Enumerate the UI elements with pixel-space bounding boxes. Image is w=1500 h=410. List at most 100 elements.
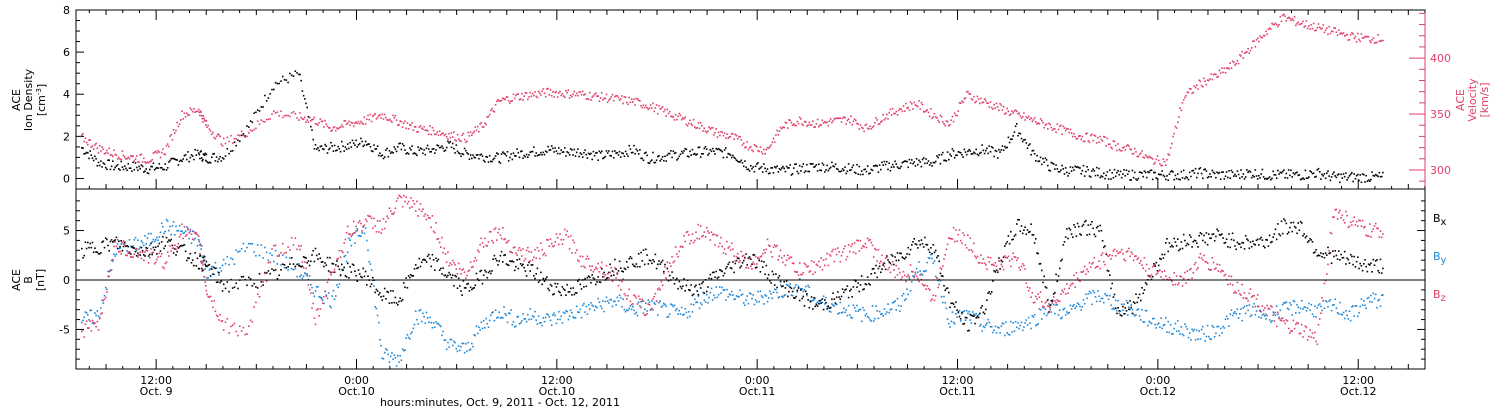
by-point [107, 270, 109, 273]
by-point [1244, 312, 1247, 315]
bz-point [542, 253, 545, 256]
by-point [395, 365, 398, 367]
bx-point [1188, 234, 1191, 236]
bz-point [626, 298, 628, 300]
ion-density-point [733, 156, 735, 159]
bx-point [1240, 246, 1242, 249]
ion-density-point [414, 153, 417, 155]
bx-point [856, 286, 858, 288]
bz-point [154, 261, 157, 263]
by-point [401, 348, 404, 350]
by-point [695, 301, 697, 304]
by-point [366, 239, 368, 242]
bx-point [1361, 269, 1364, 272]
by-point [974, 314, 976, 316]
by-point [436, 322, 438, 325]
velocity-point [386, 119, 388, 121]
velocity-point [977, 98, 980, 100]
by-point [1218, 334, 1221, 337]
by-point [1227, 318, 1229, 320]
bx-point [1023, 229, 1025, 231]
velocity-point [621, 95, 623, 97]
ion-density-point [1286, 177, 1289, 179]
bz-point [894, 276, 896, 279]
ion-density-point [843, 169, 845, 172]
bz-point [132, 256, 134, 258]
bx-point [640, 251, 642, 254]
bx-point [1247, 239, 1249, 242]
velocity-point [147, 161, 150, 164]
bz-point [312, 302, 314, 305]
by-point [1047, 312, 1049, 315]
velocity-point [414, 126, 417, 128]
bx-point [1280, 220, 1283, 223]
velocity-point [197, 108, 200, 111]
bz-point [96, 320, 99, 323]
bx-point [903, 258, 906, 260]
velocity-point [845, 123, 847, 125]
by-point [98, 316, 101, 319]
ion-density-point [1224, 175, 1227, 178]
bx-point [721, 270, 723, 273]
velocity-point [1125, 145, 1128, 147]
bz-point [609, 271, 611, 274]
by-point [239, 250, 241, 253]
bx-point [1199, 232, 1202, 234]
ion-density-point [1222, 171, 1224, 173]
ion-density-point [583, 151, 585, 154]
velocity-point [1204, 80, 1206, 83]
ion-density-point [461, 153, 463, 155]
velocity-point [967, 90, 969, 93]
by-point [1237, 317, 1240, 319]
ion-density-point [144, 170, 146, 172]
ion-density-point [379, 152, 381, 154]
bz-point [803, 262, 806, 265]
bz-point [673, 260, 676, 262]
ion-density-point [610, 155, 613, 157]
bz-point [172, 247, 175, 250]
by-point [422, 312, 424, 315]
ion-density-point [771, 167, 774, 169]
velocity-point [683, 117, 685, 120]
bx-point [510, 260, 512, 263]
ion-density-point [1306, 177, 1309, 180]
velocity-point [1131, 152, 1134, 155]
velocity-point [1020, 117, 1023, 119]
bz-point [511, 252, 514, 254]
ion-density-point [1218, 171, 1221, 174]
by-point [696, 301, 698, 303]
ion-density-point [778, 167, 781, 170]
ion-density-point [1192, 169, 1195, 172]
bz-point [292, 244, 295, 246]
bz-point [564, 228, 566, 231]
bz-point [568, 247, 571, 250]
by-point [841, 311, 844, 314]
velocity-point [285, 114, 288, 117]
ion-density-point [636, 150, 639, 152]
by-point [845, 309, 847, 311]
bx-point [107, 244, 109, 247]
bx-point [101, 241, 103, 243]
bz-point [222, 329, 225, 331]
velocity-point [855, 119, 857, 122]
bz-point [798, 262, 801, 264]
bz-point [840, 254, 843, 257]
velocity-point [1038, 122, 1041, 125]
velocity-point [300, 116, 302, 119]
by-point [702, 291, 704, 294]
velocity-point [611, 93, 614, 96]
bx-point [1270, 241, 1272, 244]
velocity-point [670, 115, 672, 118]
bx-point [188, 257, 190, 260]
velocity-point [990, 106, 993, 109]
ion-density-point [1326, 172, 1328, 174]
bx-point [1002, 256, 1005, 258]
by-point [855, 310, 857, 312]
velocity-point [965, 91, 968, 93]
bx-point [1172, 246, 1174, 248]
ion-density-point [849, 169, 851, 172]
velocity-point [1078, 135, 1080, 137]
bz-point [205, 289, 208, 292]
velocity-point [1073, 133, 1075, 135]
velocity-point [720, 130, 722, 133]
